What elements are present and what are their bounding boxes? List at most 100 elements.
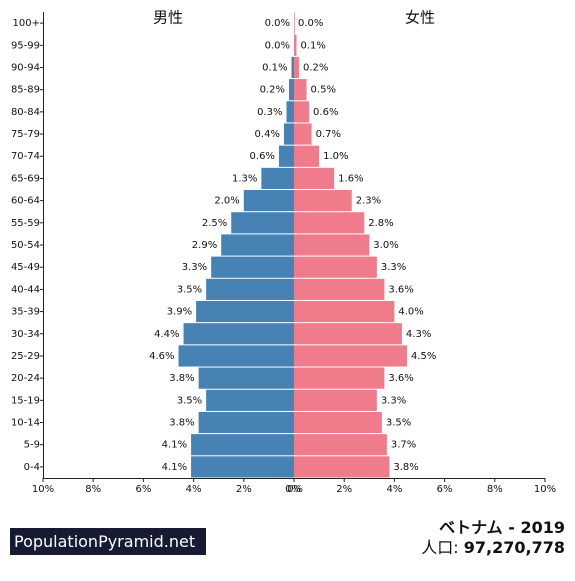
age-label-75-79: 75-79 bbox=[11, 129, 40, 140]
bar-female-40-44 bbox=[294, 278, 385, 300]
age-label-95-99: 95-99 bbox=[11, 40, 40, 51]
bar-male-10-14 bbox=[198, 411, 294, 434]
population-line: 人口: 97,270,778 bbox=[421, 534, 565, 558]
label-male-90-94: 0.1% bbox=[262, 62, 287, 73]
bar-female-45-49 bbox=[294, 256, 377, 278]
bar-female-90-94 bbox=[294, 56, 300, 79]
label-male-15-19: 3.5% bbox=[177, 395, 202, 406]
age-label-35-39: 35-39 bbox=[11, 307, 40, 318]
bar-female-20-24 bbox=[294, 367, 385, 389]
label-female-20-24: 3.6% bbox=[388, 373, 413, 384]
label-female-30-34: 4.3% bbox=[406, 329, 431, 340]
bar-female-80-84 bbox=[294, 101, 310, 123]
bar-female-75-79 bbox=[294, 123, 312, 145]
bar-male-90-94 bbox=[291, 56, 294, 79]
x-tick-label-1: 8% bbox=[85, 484, 101, 495]
x-tick-label-5: 0% bbox=[285, 484, 301, 495]
population-value: 97,270,778 bbox=[463, 538, 565, 557]
age-label-45-49: 45-49 bbox=[11, 262, 40, 273]
label-female-60-64: 2.3% bbox=[356, 196, 381, 207]
bar-male-60-64 bbox=[243, 190, 294, 212]
label-male-30-34: 4.4% bbox=[154, 329, 179, 340]
age-label-80-84: 80-84 bbox=[11, 107, 40, 118]
chart-title: ベトナム - 2019 bbox=[439, 518, 565, 537]
bar-male-85-89 bbox=[288, 79, 294, 101]
legend-female: 女性 bbox=[405, 9, 435, 27]
label-male-35-39: 3.9% bbox=[167, 307, 192, 318]
bar-male-40-44 bbox=[206, 278, 294, 300]
brand-logo[interactable]: PopulationPyramid.net bbox=[10, 528, 206, 555]
age-label-85-89: 85-89 bbox=[11, 85, 40, 96]
label-female-45-49: 3.3% bbox=[381, 262, 406, 273]
label-male-100+: 0.0% bbox=[265, 18, 290, 29]
x-tick-label-7: 2% bbox=[336, 484, 352, 495]
label-female-40-44: 3.6% bbox=[388, 284, 413, 295]
label-male-25-29: 4.6% bbox=[149, 351, 174, 362]
label-male-95-99: 0.0% bbox=[265, 40, 290, 51]
age-label-15-19: 15-19 bbox=[11, 395, 40, 406]
label-female-90-94: 0.2% bbox=[303, 62, 328, 73]
bar-male-75-79 bbox=[283, 123, 294, 145]
label-male-55-59: 2.5% bbox=[202, 218, 227, 229]
bar-male-80-84 bbox=[286, 101, 294, 123]
population-label: 人口: bbox=[421, 538, 459, 557]
bar-female-5-9 bbox=[294, 434, 387, 456]
age-label-0-4: 0-4 bbox=[24, 462, 40, 473]
label-male-60-64: 2.0% bbox=[214, 196, 239, 207]
age-label-65-69: 65-69 bbox=[11, 173, 40, 184]
label-female-25-29: 4.5% bbox=[411, 351, 436, 362]
bar-female-15-19 bbox=[294, 389, 377, 411]
age-label-30-34: 30-34 bbox=[11, 329, 40, 340]
label-female-75-79: 0.7% bbox=[316, 129, 341, 140]
label-male-85-89: 0.2% bbox=[260, 85, 285, 96]
label-female-80-84: 0.6% bbox=[313, 107, 338, 118]
label-female-15-19: 3.3% bbox=[381, 395, 406, 406]
x-tick-label-0: 10% bbox=[32, 484, 54, 495]
label-female-85-89: 0.5% bbox=[311, 85, 336, 96]
label-female-70-74: 1.0% bbox=[323, 151, 348, 162]
bar-male-30-34 bbox=[183, 323, 294, 345]
label-female-95-99: 0.1% bbox=[301, 40, 326, 51]
x-tick-label-11: 10% bbox=[534, 484, 556, 495]
age-label-90-94: 90-94 bbox=[11, 62, 40, 73]
bar-female-10-14 bbox=[294, 411, 382, 434]
age-label-100+: 100+ bbox=[13, 18, 40, 29]
label-female-10-14: 3.5% bbox=[386, 418, 411, 429]
x-tick-label-10: 8% bbox=[487, 484, 503, 495]
bar-female-35-39 bbox=[294, 300, 395, 323]
label-male-65-69: 1.3% bbox=[232, 173, 257, 184]
age-label-70-74: 70-74 bbox=[11, 151, 40, 162]
bar-male-55-59 bbox=[231, 212, 294, 234]
label-male-5-9: 4.1% bbox=[162, 440, 187, 451]
bar-female-60-64 bbox=[294, 190, 352, 212]
bar-female-65-69 bbox=[294, 167, 335, 190]
bar-male-50-54 bbox=[221, 234, 294, 256]
bar-male-0-4 bbox=[191, 456, 294, 478]
label-male-0-4: 4.1% bbox=[162, 462, 187, 473]
label-female-50-54: 3.0% bbox=[373, 240, 398, 251]
bar-female-30-34 bbox=[294, 323, 402, 345]
bar-female-100+ bbox=[294, 12, 295, 34]
age-label-55-59: 55-59 bbox=[11, 218, 40, 229]
label-female-55-59: 2.8% bbox=[368, 218, 393, 229]
bar-male-20-24 bbox=[198, 367, 294, 389]
x-tick-label-3: 4% bbox=[186, 484, 202, 495]
label-male-40-44: 3.5% bbox=[177, 284, 202, 295]
label-female-65-69: 1.6% bbox=[338, 173, 363, 184]
label-male-45-49: 3.3% bbox=[182, 262, 207, 273]
x-tick-label-2: 6% bbox=[135, 484, 151, 495]
label-female-0-4: 3.8% bbox=[393, 462, 418, 473]
bar-male-15-19 bbox=[206, 389, 294, 411]
bar-female-25-29 bbox=[294, 345, 407, 367]
bar-female-0-4 bbox=[294, 456, 390, 478]
x-tick-label-8: 4% bbox=[386, 484, 402, 495]
bar-female-55-59 bbox=[294, 212, 365, 234]
label-female-35-39: 4.0% bbox=[398, 307, 423, 318]
age-label-40-44: 40-44 bbox=[11, 284, 40, 295]
bar-female-70-74 bbox=[294, 145, 320, 167]
label-female-5-9: 3.7% bbox=[391, 440, 416, 451]
bar-female-85-89 bbox=[294, 79, 307, 101]
x-tick-label-6: 0% bbox=[287, 484, 303, 495]
bar-female-95-99 bbox=[294, 34, 297, 56]
bar-female-50-54 bbox=[294, 234, 370, 256]
